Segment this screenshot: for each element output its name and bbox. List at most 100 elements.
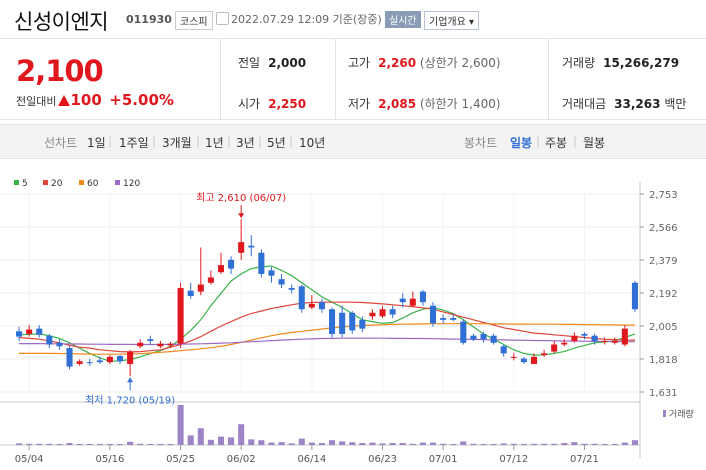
clock-icon bbox=[216, 12, 229, 25]
separator: | bbox=[573, 134, 578, 148]
volume-bar bbox=[16, 443, 23, 445]
company-info-dropdown[interactable]: 기업개요 ▾ bbox=[424, 11, 479, 30]
candle-daily[interactable]: 일봉 bbox=[510, 136, 533, 150]
ma-line-5 bbox=[18, 265, 636, 362]
candle-body bbox=[207, 277, 214, 283]
candle-weekly[interactable]: 주봉 bbox=[545, 136, 568, 150]
divider bbox=[548, 39, 549, 119]
y-tick-label: 2,566 bbox=[649, 223, 678, 234]
candle-body bbox=[147, 339, 154, 341]
volume-bar bbox=[36, 443, 43, 445]
x-tick-label: 07/12 bbox=[499, 454, 528, 465]
candle-body bbox=[551, 344, 558, 352]
candle-body bbox=[238, 242, 245, 253]
min-arrow-head bbox=[127, 377, 134, 383]
volume-label: 거래량 bbox=[562, 56, 596, 70]
change-label: 전일대비 bbox=[16, 95, 57, 108]
volume-bar bbox=[217, 436, 225, 445]
volume-legend-label: 거래량 bbox=[669, 408, 694, 420]
volume-bar bbox=[187, 435, 194, 445]
volume-bar bbox=[46, 443, 53, 445]
candle-body bbox=[621, 328, 628, 345]
candle-body bbox=[217, 265, 225, 273]
volume-bar bbox=[611, 444, 618, 445]
realtime-button[interactable]: 실시간 bbox=[385, 11, 421, 28]
candle-body bbox=[419, 291, 426, 303]
period-10y[interactable]: 10년 bbox=[299, 136, 326, 150]
candle-body bbox=[258, 252, 265, 274]
volume-bar bbox=[480, 444, 487, 445]
prev-close-label: 전일 bbox=[238, 56, 261, 70]
volume-bar bbox=[197, 428, 204, 445]
max-arrow-head bbox=[238, 213, 245, 219]
up-triangle-icon bbox=[58, 95, 71, 106]
separator: | bbox=[108, 134, 113, 148]
period-1w[interactable]: 1주일 bbox=[119, 136, 149, 150]
separator: | bbox=[196, 134, 201, 148]
separator: | bbox=[152, 134, 157, 148]
volume-bar bbox=[581, 443, 588, 445]
volume-bar bbox=[248, 439, 255, 445]
legend-label-20: 20 bbox=[51, 179, 63, 189]
candle-body bbox=[86, 362, 93, 364]
price-change: 전일대비 100 +5.00% bbox=[16, 91, 174, 109]
volume-bar bbox=[621, 442, 628, 445]
period-1y[interactable]: 1년 bbox=[205, 136, 224, 150]
ma-line-120 bbox=[19, 337, 635, 346]
divider bbox=[335, 39, 336, 119]
candle-body bbox=[157, 343, 164, 347]
period-3m[interactable]: 3개월 bbox=[162, 136, 192, 150]
volume-bar bbox=[147, 444, 154, 445]
candle-body bbox=[490, 335, 497, 343]
candle-body bbox=[631, 282, 638, 310]
volume-bar bbox=[520, 444, 527, 445]
high-cell: 고가 2,260 (상한가 2,600) bbox=[348, 54, 501, 71]
quote-time: 2022.07.29 12:09 기준(장중) bbox=[231, 13, 382, 26]
volume-bar bbox=[500, 443, 507, 445]
moving-average-lines bbox=[18, 265, 636, 362]
ma-line-60 bbox=[19, 323, 635, 355]
volume-bar bbox=[359, 443, 366, 445]
min-annotation: 최저 1,720 (05/19) bbox=[85, 394, 175, 406]
candle-body bbox=[278, 279, 285, 285]
volume-bar bbox=[601, 444, 608, 445]
candle-body bbox=[500, 346, 507, 354]
period-1d[interactable]: 1일 bbox=[87, 136, 106, 150]
legend-label-5: 5 bbox=[22, 179, 28, 189]
low-value: 2,085 bbox=[378, 97, 417, 111]
candle-body bbox=[96, 360, 103, 363]
volume-bar bbox=[490, 444, 497, 445]
period-5y[interactable]: 5년 bbox=[267, 136, 286, 150]
separator: | bbox=[258, 134, 263, 148]
y-tick-label: 2,379 bbox=[649, 256, 678, 267]
candle-body bbox=[399, 298, 406, 303]
volume-bar bbox=[258, 440, 265, 445]
candlesticks bbox=[16, 219, 638, 377]
volume-bar bbox=[470, 443, 477, 445]
candle-body bbox=[26, 329, 33, 334]
volume-bar bbox=[318, 443, 325, 445]
volume-bar bbox=[288, 443, 295, 445]
ma-line-20 bbox=[18, 301, 635, 353]
candle-body bbox=[116, 356, 124, 362]
current-price: 2,100 bbox=[16, 54, 104, 88]
legend-label-120: 120 bbox=[123, 179, 140, 189]
candle-body bbox=[339, 312, 346, 334]
y-tick-label: 2,753 bbox=[649, 190, 678, 201]
candle-body bbox=[16, 331, 23, 337]
volume-bar bbox=[167, 444, 174, 445]
candle-body bbox=[611, 341, 618, 343]
candle-body bbox=[581, 333, 588, 336]
high-label: 고가 bbox=[348, 56, 371, 70]
candle-body bbox=[106, 356, 113, 363]
candle-body bbox=[409, 298, 416, 306]
open-cell: 시가 2,250 bbox=[238, 95, 306, 112]
y-tick-label: 1,631 bbox=[649, 388, 678, 399]
chart-grid bbox=[0, 182, 641, 458]
divider bbox=[220, 39, 221, 119]
legend-swatch-5 bbox=[14, 180, 19, 185]
legend-swatch-120 bbox=[115, 180, 120, 185]
candle-monthly[interactable]: 월봉 bbox=[583, 136, 606, 150]
candle-body bbox=[460, 321, 467, 343]
period-3y[interactable]: 3년 bbox=[236, 136, 255, 150]
